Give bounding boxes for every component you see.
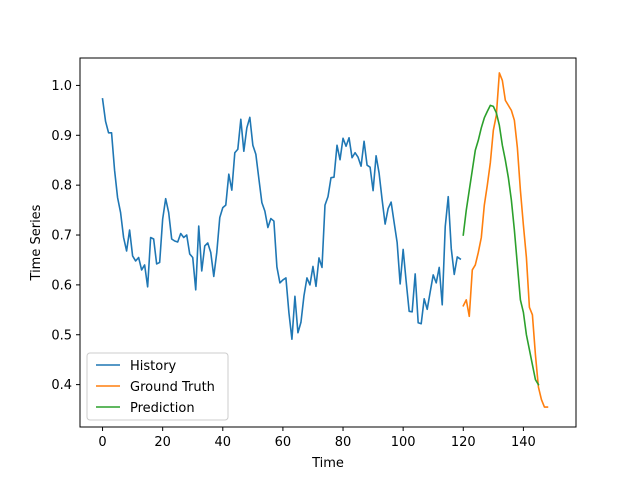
x-tick-label: 20 <box>154 435 171 450</box>
y-axis: 0.4 0.5 0.6 0.7 0.8 0.9 1.0 <box>51 79 80 393</box>
y-tick-label: 0.7 <box>51 229 72 244</box>
x-axis: 0 20 40 60 80 100 120 140 <box>98 427 536 450</box>
x-tick-label: 40 <box>215 435 232 450</box>
series-layer <box>101 72 549 408</box>
y-tick-label: 1.0 <box>51 79 72 94</box>
legend-box <box>86 352 229 421</box>
y-tick-label: 0.6 <box>51 278 72 293</box>
legend: History Ground Truth Prediction <box>86 352 229 421</box>
x-tick-label: 0 <box>98 435 106 450</box>
x-tick-label: 120 <box>451 435 476 450</box>
legend-entry-label: Ground Truth <box>130 380 215 395</box>
legend-entry-label: History <box>130 359 177 374</box>
y-tick-label: 0.8 <box>51 179 72 194</box>
y-tick-label: 0.4 <box>51 378 72 393</box>
series-line-0 <box>101 97 462 341</box>
y-tick-label: 0.5 <box>51 328 72 343</box>
x-tick-label: 100 <box>391 435 416 450</box>
y-axis-label: Time Series <box>29 204 44 281</box>
legend-entry-label: Prediction <box>130 401 195 416</box>
series-line-2 <box>462 104 540 386</box>
y-tick-label: 0.9 <box>51 129 72 144</box>
x-tick-label: 80 <box>335 435 352 450</box>
plot-frame <box>79 57 577 428</box>
x-tick-label: 60 <box>275 435 292 450</box>
series-line-1 <box>462 72 549 408</box>
x-axis-label: Time <box>311 456 344 471</box>
x-tick-label: 140 <box>511 435 536 450</box>
